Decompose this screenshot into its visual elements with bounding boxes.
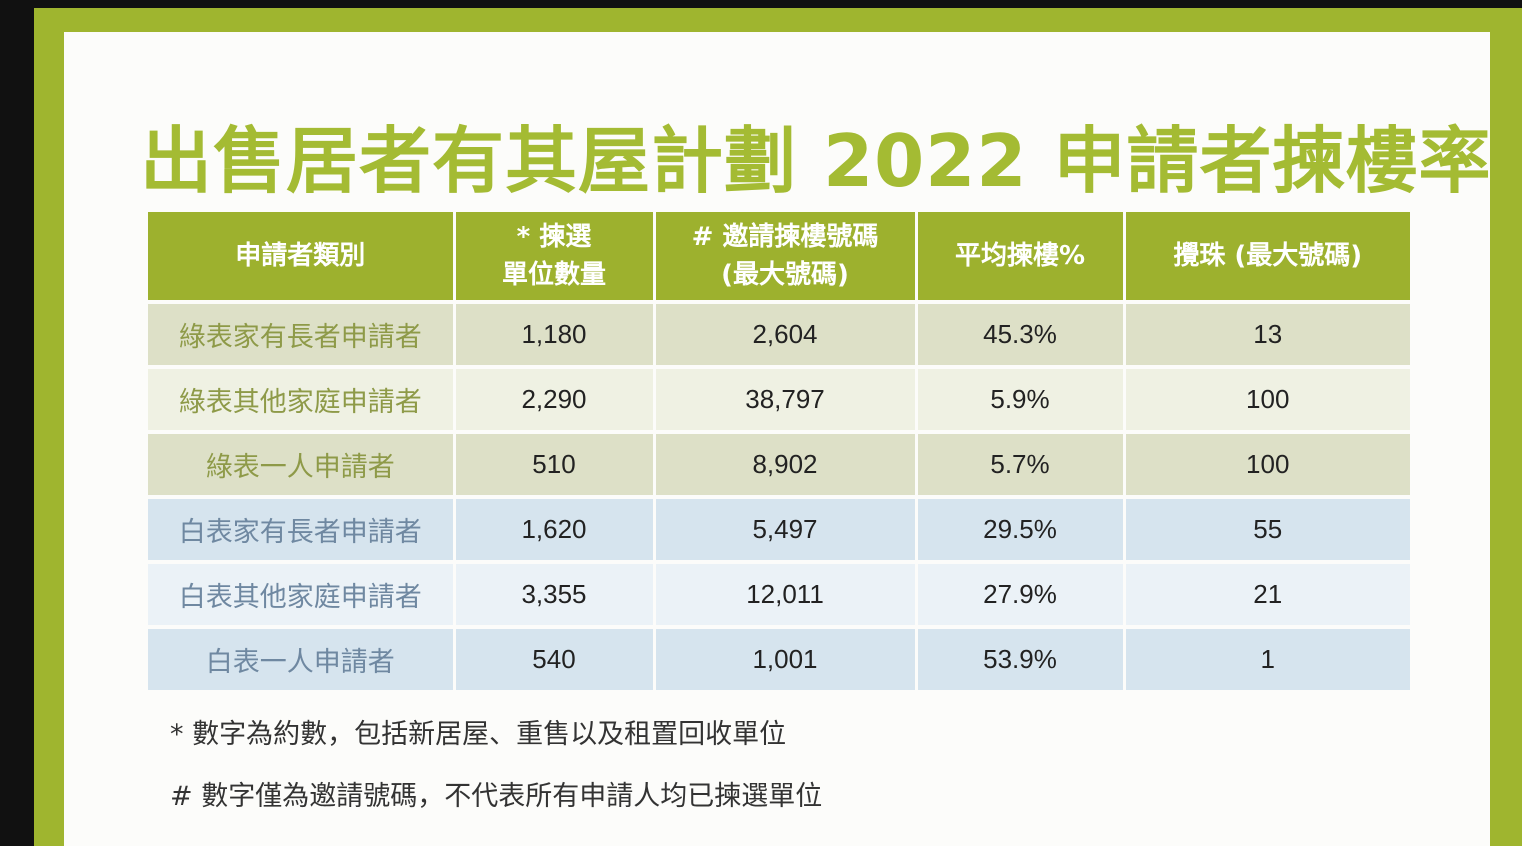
- cell-category: 白表家有長者申請者: [148, 497, 456, 564]
- table-row: 綠表家有長者申請者 1,180 2,604 45.3% 13: [148, 302, 1410, 369]
- slide-title: 出售居者有其屋計劃 2022 申請者揀樓率: [140, 119, 1492, 203]
- cell-units: 510: [454, 432, 656, 499]
- cell-ballot: 55: [1124, 497, 1410, 564]
- header-ballot: 攪珠 (最大號碼): [1124, 212, 1410, 304]
- header-invite-number: # 邀請揀樓號碼 (最大號碼): [654, 212, 918, 304]
- cell-average-pct: 27.9%: [916, 562, 1126, 629]
- header-invite-line1: # 邀請揀樓號碼: [691, 222, 879, 252]
- cell-ballot: 21: [1124, 562, 1410, 629]
- footnote-approximate: * 數字為約數，包括新居屋、重售以及租置回收單位: [170, 719, 787, 750]
- cell-category: 白表其他家庭申請者: [148, 562, 456, 629]
- cell-average-pct: 5.9%: [916, 367, 1126, 434]
- cell-average-pct: 5.7%: [916, 432, 1126, 499]
- cell-invite-number: 38,797: [654, 367, 918, 434]
- header-category: 申請者類別: [148, 212, 456, 304]
- footnote-invitation: # 數字僅為邀請號碼，不代表所有申請人均已揀選單位: [170, 781, 823, 812]
- cell-units: 1,620: [454, 497, 656, 564]
- cell-units: 2,290: [454, 367, 656, 434]
- cell-ballot: 100: [1124, 432, 1410, 499]
- header-category-label: 申請者類別: [235, 241, 366, 271]
- table-row: 白表其他家庭申請者 3,355 12,011 27.9% 21: [148, 562, 1410, 629]
- cell-ballot: 13: [1124, 302, 1410, 369]
- cell-ballot: 100: [1124, 367, 1410, 434]
- header-units-line1: * 揀選: [516, 222, 592, 252]
- cell-invite-number: 12,011: [654, 562, 918, 629]
- cell-ballot: 1: [1124, 627, 1410, 694]
- header-invite-line2: (最大號碼): [721, 260, 849, 290]
- slide: 出售居者有其屋計劃 2022 申請者揀樓率 申請者類別 * 揀選 單位數量: [64, 32, 1492, 846]
- cell-category: 白表一人申請者: [148, 627, 456, 694]
- header-average-pct: 平均揀樓%: [916, 212, 1126, 304]
- cell-average-pct: 29.5%: [916, 497, 1126, 564]
- cell-average-pct: 45.3%: [916, 302, 1126, 369]
- cell-average-pct: 53.9%: [916, 627, 1126, 694]
- cell-invite-number: 8,902: [654, 432, 918, 499]
- cell-invite-number: 1,001: [654, 627, 918, 694]
- cell-category: 綠表家有長者申請者: [148, 302, 456, 369]
- cell-units: 3,355: [454, 562, 656, 629]
- cell-category: 綠表一人申請者: [148, 432, 456, 499]
- cell-invite-number: 5,497: [654, 497, 918, 564]
- table-row: 綠表一人申請者 510 8,902 5.7% 100: [148, 432, 1410, 499]
- cell-category: 綠表其他家庭申請者: [148, 367, 456, 434]
- table-header-row: 申請者類別 * 揀選 單位數量 # 邀請揀樓號碼 (最大號碼) 平均揀樓% 攪珠: [148, 212, 1410, 304]
- picking-rate-table: 申請者類別 * 揀選 單位數量 # 邀請揀樓號碼 (最大號碼) 平均揀樓% 攪珠: [148, 212, 1410, 694]
- header-units: * 揀選 單位數量: [454, 212, 656, 304]
- table-row: 白表家有長者申請者 1,620 5,497 29.5% 55: [148, 497, 1410, 564]
- cell-units: 1,180: [454, 302, 656, 369]
- header-units-line2: 單位數量: [501, 260, 606, 290]
- table-row: 綠表其他家庭申請者 2,290 38,797 5.9% 100: [148, 367, 1410, 434]
- table-row: 白表一人申請者 540 1,001 53.9% 1: [148, 627, 1410, 694]
- cell-units: 540: [454, 627, 656, 694]
- header-average-label: 平均揀樓%: [954, 241, 1086, 271]
- header-ballot-label: 攪珠 (最大號碼): [1173, 241, 1363, 271]
- cell-invite-number: 2,604: [654, 302, 918, 369]
